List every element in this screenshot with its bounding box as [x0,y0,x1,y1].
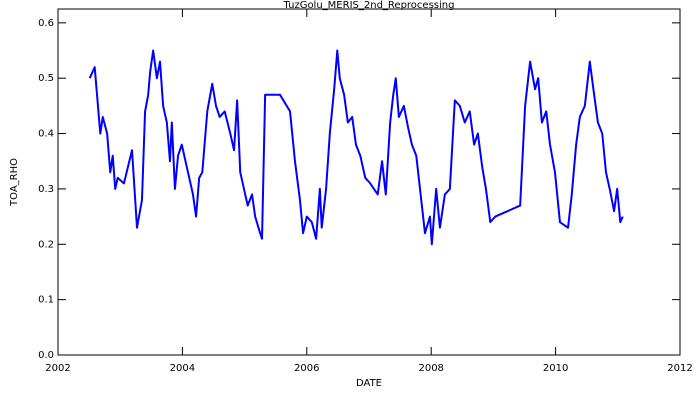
x-tick-label: 2012 [667,363,692,374]
x-tick-label: 2004 [170,363,195,374]
plot-frame [57,8,681,356]
y-tick-label: 0.4 [38,129,54,140]
y-tick-label: 0.2 [38,239,54,250]
y-tick-label: 0.6 [38,18,54,29]
x-tick-label: 2008 [418,363,443,374]
y-axis-label: TOA_RHO [9,158,20,207]
x-tick-label: 2010 [543,363,568,374]
x-tick-label: 2002 [45,363,70,374]
y-tick-label: 0.1 [38,295,54,306]
chart-title: TuzGolu_MERIS_2nd_Reprocessing [283,0,455,11]
x-axis-label: DATE [356,378,382,389]
y-tick-label: 0.0 [38,350,54,361]
x-tick-label: 2006 [294,363,319,374]
y-tick-label: 0.3 [38,184,54,195]
data-line [88,49,624,246]
y-tick-label: 0.5 [38,73,54,84]
